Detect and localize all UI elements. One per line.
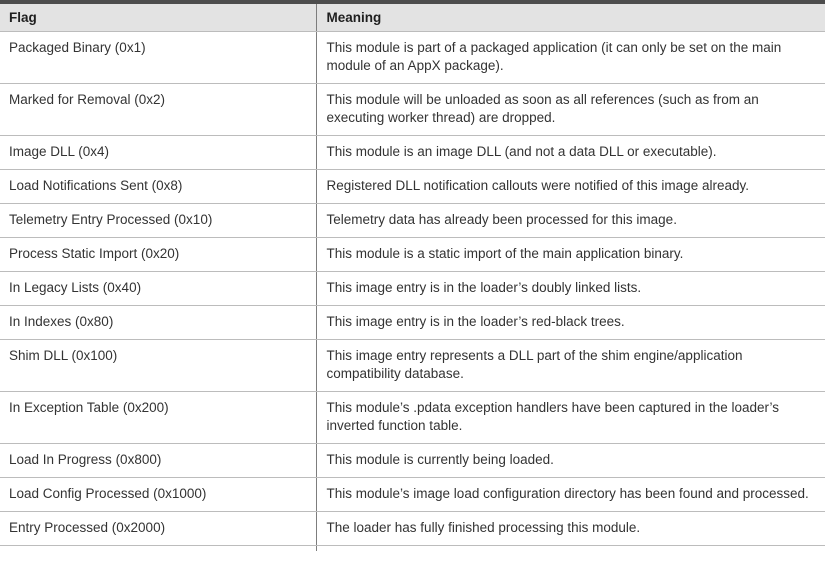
meaning-cell: This module is a static import of the ma… <box>315 237 825 272</box>
table-row: Load In Progress (0x800) This module is … <box>0 443 825 478</box>
meaning-cell: This module will be unloaded as soon as … <box>315 83 825 136</box>
table-row: Image DLL (0x4) This module is an image … <box>0 135 825 170</box>
header-row: Flag Meaning <box>0 2 825 32</box>
meaning-cell: This module’s .pdata exception handlers … <box>315 391 825 444</box>
flag-cell: Load In Progress (0x800) <box>0 443 316 478</box>
meaning-cell: Telemetry data has already been processe… <box>315 203 825 238</box>
table-row: In Legacy Lists (0x40) This image entry … <box>0 271 825 306</box>
flag-cell: In Indexes (0x80) <box>0 305 316 340</box>
flag-cell: In Legacy Lists (0x40) <box>0 271 316 306</box>
flag-cell: Load Notifications Sent (0x8) <box>0 169 316 204</box>
table-row: Entry Processed (0x2000) The loader has … <box>0 511 825 546</box>
meaning-cell: This image entry is in the loader’s red-… <box>315 305 825 340</box>
partial-row <box>0 545 825 551</box>
table-header: Flag Meaning <box>0 2 825 32</box>
meaning-cell: This module is an image DLL (and not a d… <box>315 135 825 170</box>
table-row: Marked for Removal (0x2) This module wil… <box>0 83 825 136</box>
meaning-cell: The loader has fully finished processing… <box>315 511 825 546</box>
table-body: Packaged Binary (0x1) This module is par… <box>0 31 825 551</box>
partial-meaning-cell <box>315 545 825 551</box>
meaning-cell: This module’s image load configuration d… <box>315 477 825 512</box>
table-row: Process Static Import (0x20) This module… <box>0 237 825 272</box>
table-row: Load Notifications Sent (0x8) Registered… <box>0 169 825 204</box>
flag-cell: Marked for Removal (0x2) <box>0 83 316 136</box>
table-row: Shim DLL (0x100) This image entry repres… <box>0 339 825 392</box>
column-header-flag: Flag <box>0 2 316 32</box>
table-row: Load Config Processed (0x1000) This modu… <box>0 477 825 512</box>
table-row: In Exception Table (0x200) This module’s… <box>0 391 825 444</box>
partial-flag-cell <box>0 546 316 551</box>
flag-cell: Entry Processed (0x2000) <box>0 511 316 546</box>
flag-cell: Image DLL (0x4) <box>0 135 316 170</box>
table-row: Telemetry Entry Processed (0x10) Telemet… <box>0 203 825 238</box>
meaning-cell: This image entry represents a DLL part o… <box>315 339 825 392</box>
table-row: In Indexes (0x80) This image entry is in… <box>0 305 825 340</box>
meaning-cell: Registered DLL notification callouts wer… <box>315 169 825 204</box>
meaning-cell: This module is part of a packaged applic… <box>315 31 825 84</box>
flag-cell: Load Config Processed (0x1000) <box>0 477 316 512</box>
table-row: Packaged Binary (0x1) This module is par… <box>0 31 825 84</box>
flag-cell: Shim DLL (0x100) <box>0 339 316 392</box>
column-header-meaning: Meaning <box>315 2 825 32</box>
meaning-cell: This image entry is in the loader’s doub… <box>315 271 825 306</box>
flag-cell: In Exception Table (0x200) <box>0 391 316 444</box>
flags-table: Flag Meaning Packaged Binary (0x1) This … <box>0 0 825 551</box>
flag-cell: Packaged Binary (0x1) <box>0 31 316 84</box>
meaning-cell: This module is currently being loaded. <box>315 443 825 478</box>
flag-cell: Telemetry Entry Processed (0x10) <box>0 203 316 238</box>
flag-cell: Process Static Import (0x20) <box>0 237 316 272</box>
